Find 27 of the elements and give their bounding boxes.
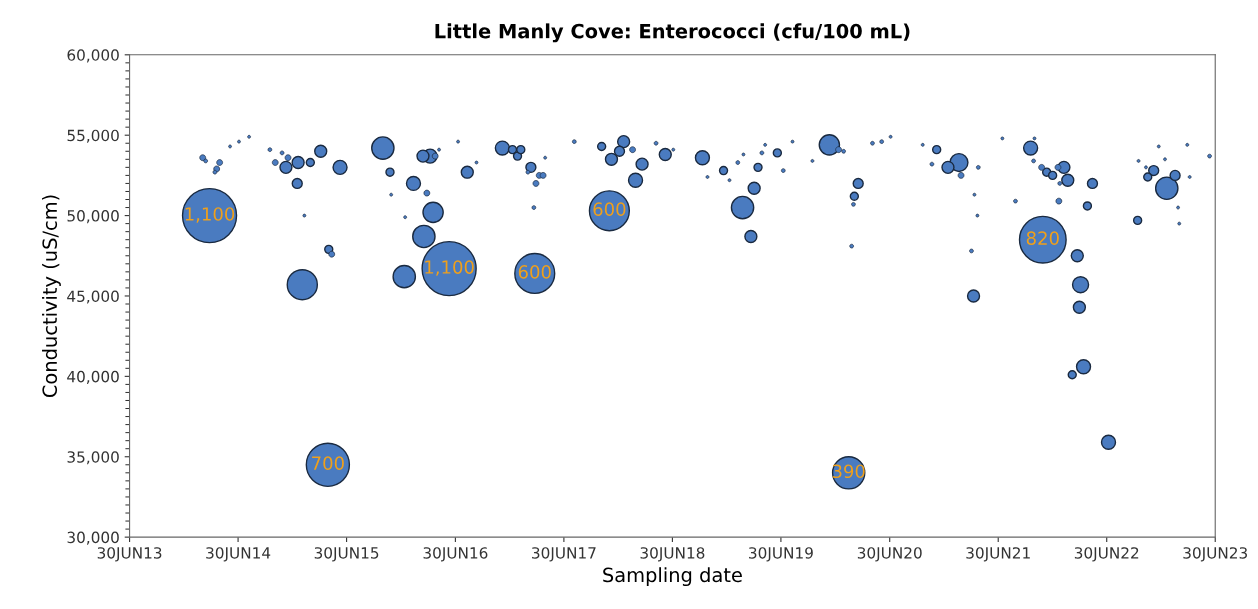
y-tick-label: 60,000 <box>67 49 119 63</box>
x-tick-label: 30JUN15 <box>314 547 379 562</box>
x-tick-label: 30JUN21 <box>966 547 1030 562</box>
annotation: 820 <box>1026 231 1059 245</box>
x-tick-label: 30JUN14 <box>206 547 271 562</box>
annotation: 1,100 <box>185 207 235 223</box>
y-tick-label: 40,000 <box>67 370 119 384</box>
x-tick-label: 30JUN17 <box>532 547 596 562</box>
y-axis-title: Conductivity (uS/cm) <box>42 195 61 398</box>
annotation: 600 <box>518 265 551 279</box>
x-tick-label: 30JUN22 <box>1074 547 1139 562</box>
x-tick-label: 30JUN16 <box>423 547 488 562</box>
x-tick-label: 30JUN13 <box>97 547 162 562</box>
x-axis-title: Sampling date <box>603 567 742 587</box>
y-tick-label: 50,000 <box>67 210 119 224</box>
x-tick-label: 30JUN23 <box>1183 547 1247 562</box>
y-tick-label: 35,000 <box>67 451 119 465</box>
x-tick-label: 30JUN18 <box>640 547 705 562</box>
annotation: 600 <box>593 202 626 216</box>
y-tick-label: 30,000 <box>67 531 119 545</box>
x-tick-label: 30JUN19 <box>749 547 813 562</box>
annotation: 700 <box>312 456 344 471</box>
x-tick-label: 30JUN20 <box>857 547 922 562</box>
y-tick-label: 45,000 <box>67 290 119 304</box>
annotation: 1,100 <box>425 260 474 276</box>
y-tick-label: 55,000 <box>67 129 119 143</box>
chart-title: Little Manly Cove: Enterococci (cfu/100 mL) <box>435 23 910 43</box>
